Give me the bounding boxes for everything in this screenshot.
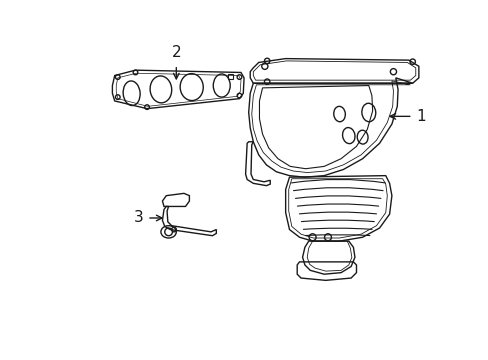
Text: 2: 2 bbox=[171, 45, 181, 60]
Text: 1: 1 bbox=[416, 109, 426, 124]
Text: 3: 3 bbox=[133, 211, 143, 225]
